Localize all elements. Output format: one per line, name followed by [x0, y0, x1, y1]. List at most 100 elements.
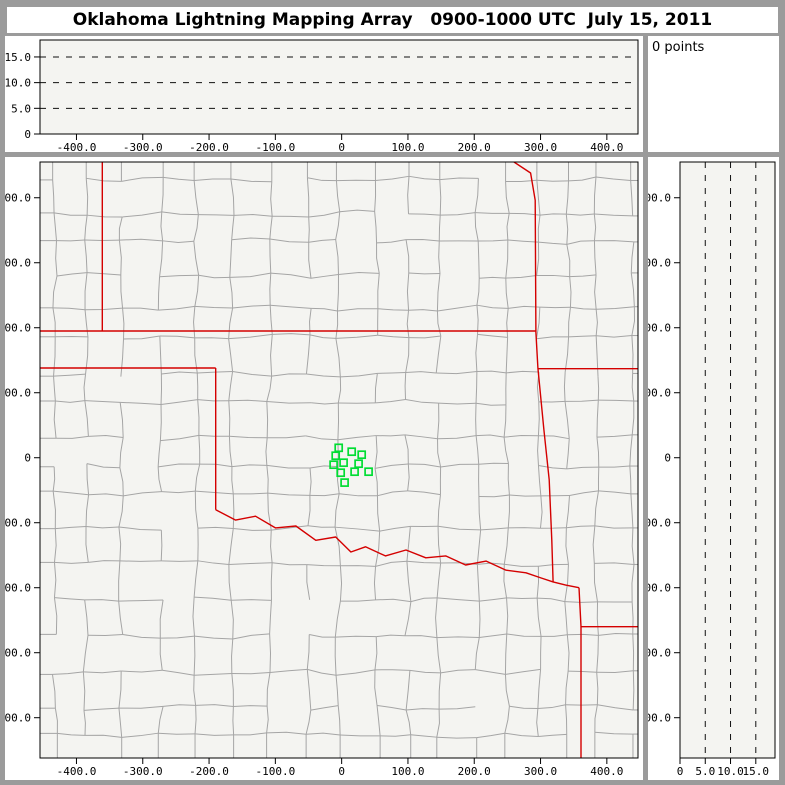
county-line [270, 334, 273, 377]
county-line [52, 307, 86, 311]
county-line [630, 493, 634, 528]
county-line [159, 335, 195, 339]
county-line [55, 526, 87, 530]
county-line [374, 669, 410, 671]
plan-map-chart[interactable]: -400.0 -300.0 -200.0 -100.0 0 100.0 200.0 300.0… [5, 157, 643, 780]
county-line [272, 562, 307, 566]
county-line [437, 435, 477, 440]
county-line [437, 597, 480, 602]
tick-label: 300.0 [5, 257, 31, 270]
tick-label: -200.0 [189, 141, 229, 152]
county-line [437, 403, 440, 439]
county-line [83, 670, 122, 674]
county-line [594, 731, 633, 735]
county-line [476, 732, 505, 739]
county-line [269, 238, 309, 243]
county-line [311, 402, 339, 405]
county-line [377, 273, 380, 309]
tick-label: 15.0 [743, 765, 770, 778]
county-line [85, 526, 119, 529]
county-line [309, 493, 340, 497]
county-line [160, 434, 199, 442]
county-line [271, 373, 307, 377]
county-line [437, 494, 441, 527]
county-line [596, 670, 634, 674]
plot-border [39, 161, 639, 759]
county-line [437, 438, 442, 468]
county-line [306, 669, 312, 711]
panel-plan-map: -400.0 -300.0 -200.0 -100.0 0 100.0 200.0 300.0… [5, 157, 643, 780]
county-line [335, 338, 341, 377]
plot-area[interactable] [40, 40, 638, 134]
county-line [157, 706, 164, 734]
county-line [231, 599, 272, 601]
county-line [504, 633, 508, 675]
county-line [54, 597, 85, 601]
altitude-ew-chart[interactable]: -400.0 -300.0 -200.0 -100.0 0 100.0 200.0 300.0… [5, 36, 643, 152]
county-line [596, 400, 599, 438]
county-line [232, 304, 271, 309]
county-line [374, 180, 377, 212]
county-line [194, 491, 199, 529]
county-line [380, 734, 411, 737]
county-line [269, 239, 272, 274]
county-line [595, 335, 599, 377]
county-line [598, 399, 634, 402]
county-line [270, 272, 312, 279]
plot-area[interactable] [680, 162, 775, 758]
station-marker [354, 459, 363, 469]
county-line [406, 526, 411, 562]
county-line [538, 465, 567, 470]
county-line [375, 598, 411, 603]
county-line [123, 335, 160, 340]
county-line [118, 708, 123, 738]
county-line [375, 175, 410, 181]
county-line [476, 305, 479, 335]
county-line [475, 669, 506, 675]
county-line [161, 490, 196, 494]
county-line [194, 596, 232, 601]
county-line [479, 633, 507, 638]
county-line [478, 601, 481, 638]
county-line [158, 305, 195, 311]
county-line [537, 465, 542, 496]
tick-label: 100.0 [391, 765, 424, 778]
county-line [539, 213, 567, 216]
county-line [159, 274, 199, 278]
tick-label: -100.0 [255, 765, 295, 778]
county-line [507, 239, 539, 243]
tick-label: -300.0 [5, 647, 31, 660]
county-line [508, 527, 541, 529]
county-line [309, 334, 336, 339]
county-line [159, 404, 162, 441]
altitude-ns-chart[interactable]: 0 5.010.015.0 400.0 300.0 200.0 100.0 0 -100.0 -… [648, 157, 779, 780]
county-line [506, 597, 538, 599]
county-line [158, 732, 196, 735]
county-line [339, 565, 343, 602]
county-line [118, 599, 164, 602]
county-line [53, 490, 89, 496]
county-line [374, 435, 378, 469]
county-line [84, 599, 89, 636]
county-line [228, 562, 273, 565]
county-line [55, 400, 85, 403]
county-line [537, 435, 539, 466]
county-line [118, 526, 122, 561]
station-marker [357, 450, 367, 460]
county-line [160, 635, 195, 639]
tick-label: 15.0 [5, 51, 31, 64]
county-line [272, 333, 311, 336]
county-line [193, 675, 197, 706]
county-line [194, 635, 233, 640]
county-line [374, 669, 378, 706]
county-line [536, 336, 569, 340]
county-line [474, 212, 479, 242]
county-line [439, 179, 442, 216]
county-line [339, 493, 378, 497]
county-line [568, 670, 597, 673]
county-line [228, 371, 234, 401]
county-line [197, 526, 234, 530]
county-line [631, 306, 636, 336]
county-line [120, 401, 162, 405]
county-line [335, 334, 378, 339]
